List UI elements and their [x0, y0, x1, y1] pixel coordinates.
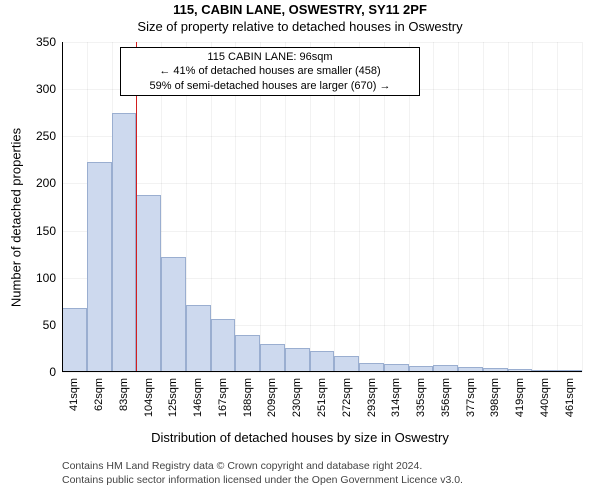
xtick-label: 188sqm	[242, 378, 254, 417]
bar	[136, 195, 161, 372]
bar	[260, 344, 285, 372]
ytick-label: 300	[24, 82, 56, 96]
xtick-label: 230sqm	[291, 378, 303, 417]
bar	[186, 305, 211, 372]
xtick-label: 398sqm	[489, 378, 501, 417]
bar	[334, 356, 359, 372]
xtick-label: 314sqm	[390, 378, 402, 417]
ytick-label: 150	[24, 224, 56, 238]
bar	[310, 351, 335, 372]
xtick-label: 461sqm	[564, 378, 576, 417]
annot-line2: ← 41% of detached houses are smaller (45…	[127, 64, 413, 78]
annotation-box: 115 CABIN LANE: 96sqm ← 41% of detached …	[120, 47, 420, 96]
xtick-label: 272sqm	[341, 378, 353, 417]
xtick-label: 335sqm	[415, 378, 427, 417]
xtick-label: 41sqm	[68, 378, 80, 411]
bar	[161, 257, 186, 372]
xtick-label: 146sqm	[192, 378, 204, 417]
xtick-label: 419sqm	[514, 378, 526, 417]
ytick-label: 0	[24, 365, 56, 379]
xtick-label: 440sqm	[539, 378, 551, 417]
bar	[62, 308, 87, 372]
annot-line1: 115 CABIN LANE: 96sqm	[127, 50, 413, 64]
xtick-label: 293sqm	[366, 378, 378, 417]
xtick-label: 125sqm	[167, 378, 179, 417]
xtick-label: 356sqm	[440, 378, 452, 417]
xtick-label: 167sqm	[217, 378, 229, 417]
footer-line2: Contains public sector information licen…	[62, 474, 463, 488]
chart-title: 115, CABIN LANE, OSWESTRY, SY11 2PF	[0, 2, 600, 17]
y-axis-label: Number of detached properties	[9, 118, 24, 318]
footer-line1: Contains HM Land Registry data © Crown c…	[62, 460, 463, 474]
chart-container: 115, CABIN LANE, OSWESTRY, SY11 2PF Size…	[0, 0, 600, 500]
bar	[285, 348, 310, 372]
ytick-label: 350	[24, 35, 56, 49]
xtick-label: 251sqm	[316, 378, 328, 417]
footer-attribution: Contains HM Land Registry data © Crown c…	[62, 460, 463, 487]
bar	[235, 335, 260, 372]
x-axis-label: Distribution of detached houses by size …	[0, 430, 600, 445]
bar	[87, 162, 112, 372]
xtick-label: 209sqm	[266, 378, 278, 417]
xtick-label: 104sqm	[143, 378, 155, 417]
xtick-label: 62sqm	[93, 378, 105, 411]
ytick-label: 50	[24, 318, 56, 332]
annot-line3: 59% of semi-detached houses are larger (…	[127, 79, 413, 93]
ytick-label: 200	[24, 176, 56, 190]
bar	[112, 113, 137, 372]
xtick-label: 377sqm	[465, 378, 477, 417]
ytick-label: 250	[24, 129, 56, 143]
xtick-label: 83sqm	[118, 378, 130, 411]
chart-subtitle: Size of property relative to detached ho…	[0, 19, 600, 34]
ytick-label: 100	[24, 271, 56, 285]
bar	[211, 319, 236, 372]
